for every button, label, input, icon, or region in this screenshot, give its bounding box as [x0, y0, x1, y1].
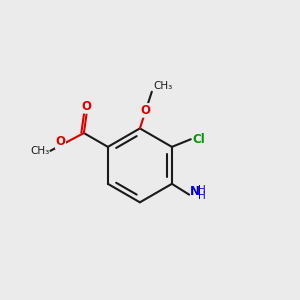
Text: O: O	[82, 100, 92, 113]
Text: CH₃: CH₃	[30, 146, 49, 156]
Text: Cl: Cl	[192, 133, 205, 146]
Text: O: O	[56, 135, 65, 148]
Text: O: O	[141, 104, 151, 117]
Text: H: H	[198, 191, 206, 202]
Text: N: N	[190, 185, 200, 198]
Text: H: H	[198, 185, 206, 195]
Text: CH₃: CH₃	[153, 81, 172, 91]
